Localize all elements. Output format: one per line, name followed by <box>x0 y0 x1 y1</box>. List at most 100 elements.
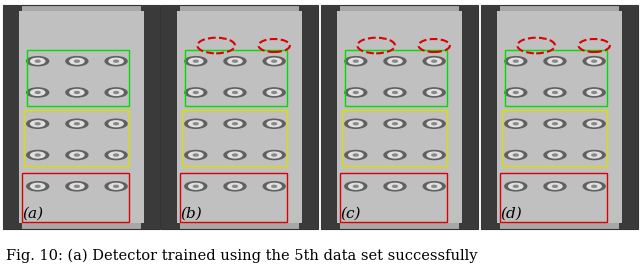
Circle shape <box>592 60 596 62</box>
Circle shape <box>185 151 207 160</box>
Circle shape <box>509 90 523 95</box>
Circle shape <box>193 60 198 62</box>
Circle shape <box>513 185 518 187</box>
Bar <box>460 5 478 229</box>
Circle shape <box>384 57 406 66</box>
Circle shape <box>224 182 246 191</box>
Circle shape <box>423 88 445 97</box>
Circle shape <box>349 183 363 189</box>
Bar <box>340 173 447 222</box>
Bar <box>345 50 447 106</box>
Circle shape <box>583 119 605 128</box>
Circle shape <box>272 123 276 125</box>
Bar <box>620 5 638 229</box>
Circle shape <box>505 119 527 128</box>
Circle shape <box>544 88 566 97</box>
Circle shape <box>509 121 523 127</box>
Circle shape <box>384 182 406 191</box>
Bar <box>321 5 340 229</box>
Circle shape <box>105 57 127 66</box>
Circle shape <box>353 185 358 187</box>
Circle shape <box>185 119 207 128</box>
Bar <box>300 5 318 229</box>
Circle shape <box>189 121 203 127</box>
Circle shape <box>74 60 79 62</box>
Circle shape <box>105 151 127 160</box>
Circle shape <box>114 185 118 187</box>
Bar <box>497 11 622 223</box>
Text: (a): (a) <box>22 207 44 221</box>
Circle shape <box>552 185 557 187</box>
Circle shape <box>583 57 605 66</box>
Circle shape <box>272 185 276 187</box>
Circle shape <box>35 185 40 187</box>
Circle shape <box>353 60 358 62</box>
Circle shape <box>70 152 84 158</box>
Circle shape <box>232 154 237 156</box>
Bar <box>481 5 500 229</box>
Text: (c): (c) <box>340 207 361 221</box>
Circle shape <box>509 152 523 158</box>
Circle shape <box>105 119 127 128</box>
Circle shape <box>349 58 363 64</box>
Circle shape <box>224 119 246 128</box>
Circle shape <box>353 92 358 93</box>
Circle shape <box>544 182 566 191</box>
Circle shape <box>27 119 49 128</box>
Circle shape <box>345 119 367 128</box>
Circle shape <box>592 154 596 156</box>
Circle shape <box>193 123 198 125</box>
Bar <box>185 50 287 106</box>
Circle shape <box>228 152 242 158</box>
Circle shape <box>185 57 207 66</box>
Circle shape <box>583 182 605 191</box>
Circle shape <box>66 119 88 128</box>
Circle shape <box>552 92 557 93</box>
Circle shape <box>423 151 445 160</box>
Circle shape <box>583 151 605 160</box>
Circle shape <box>427 183 441 189</box>
Circle shape <box>544 57 566 66</box>
Circle shape <box>552 123 557 125</box>
Circle shape <box>35 154 40 156</box>
Circle shape <box>505 57 527 66</box>
Bar <box>177 11 302 223</box>
Circle shape <box>114 123 118 125</box>
Circle shape <box>388 152 402 158</box>
Circle shape <box>263 182 285 191</box>
Bar <box>22 173 129 222</box>
Circle shape <box>267 183 281 189</box>
Circle shape <box>544 119 566 128</box>
Circle shape <box>384 119 406 128</box>
Circle shape <box>189 58 203 64</box>
Circle shape <box>345 151 367 160</box>
Bar <box>182 110 287 166</box>
Circle shape <box>228 90 242 95</box>
Circle shape <box>423 57 445 66</box>
Circle shape <box>384 151 406 160</box>
Circle shape <box>587 58 601 64</box>
Bar <box>161 5 180 229</box>
Circle shape <box>185 182 207 191</box>
Circle shape <box>548 152 562 158</box>
Circle shape <box>548 121 562 127</box>
Circle shape <box>587 90 601 95</box>
Circle shape <box>552 154 557 156</box>
Circle shape <box>70 58 84 64</box>
Circle shape <box>427 90 441 95</box>
Circle shape <box>70 183 84 189</box>
Circle shape <box>349 90 363 95</box>
Text: (d): (d) <box>500 207 522 221</box>
Circle shape <box>70 90 84 95</box>
Circle shape <box>74 185 79 187</box>
Circle shape <box>109 121 123 127</box>
Circle shape <box>427 121 441 127</box>
Circle shape <box>27 151 49 160</box>
Bar <box>342 110 447 166</box>
Circle shape <box>105 88 127 97</box>
Circle shape <box>232 60 237 62</box>
Circle shape <box>388 58 402 64</box>
Circle shape <box>423 119 445 128</box>
Circle shape <box>267 121 281 127</box>
Bar <box>337 11 462 223</box>
